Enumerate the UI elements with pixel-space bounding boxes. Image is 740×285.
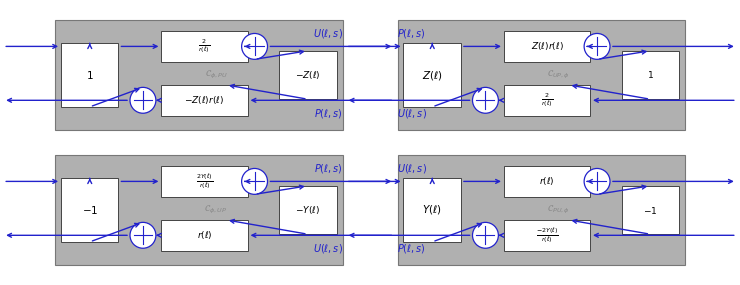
FancyBboxPatch shape xyxy=(161,220,248,251)
FancyBboxPatch shape xyxy=(279,51,337,99)
Text: $1$: $1$ xyxy=(647,70,653,80)
Text: $-Y(\ell)$: $-Y(\ell)$ xyxy=(295,204,320,216)
Text: $P(\ell, s)$: $P(\ell, s)$ xyxy=(397,27,426,40)
FancyBboxPatch shape xyxy=(55,155,343,265)
FancyBboxPatch shape xyxy=(622,51,679,99)
Text: $-1$: $-1$ xyxy=(643,205,657,215)
Text: $-1$: $-1$ xyxy=(81,204,98,216)
Text: $\frac{2}{r(\ell)}$: $\frac{2}{r(\ell)}$ xyxy=(198,37,211,55)
Text: $r(\ell)$: $r(\ell)$ xyxy=(197,229,212,241)
Text: $-Z(\ell)r(\ell)$: $-Z(\ell)r(\ell)$ xyxy=(184,94,224,106)
Text: $\mathcal{C}_{PU,\phi}$: $\mathcal{C}_{PU,\phi}$ xyxy=(547,204,570,216)
Circle shape xyxy=(242,168,267,194)
Text: $P(\ell, s)$: $P(\ell, s)$ xyxy=(314,107,343,120)
FancyBboxPatch shape xyxy=(161,166,248,197)
FancyBboxPatch shape xyxy=(161,31,248,62)
Text: $\mathcal{C}_{UP,\phi}$: $\mathcal{C}_{UP,\phi}$ xyxy=(547,69,570,81)
FancyBboxPatch shape xyxy=(61,43,118,107)
Text: $U(\ell, s)$: $U(\ell, s)$ xyxy=(313,27,343,40)
Text: $U(\ell, s)$: $U(\ell, s)$ xyxy=(313,242,343,255)
FancyBboxPatch shape xyxy=(504,31,590,62)
Circle shape xyxy=(584,33,610,59)
FancyBboxPatch shape xyxy=(504,85,590,116)
Circle shape xyxy=(584,168,610,194)
FancyBboxPatch shape xyxy=(161,85,248,116)
FancyBboxPatch shape xyxy=(279,186,337,234)
FancyBboxPatch shape xyxy=(403,178,461,242)
Text: $Z(\ell)r(\ell)$: $Z(\ell)r(\ell)$ xyxy=(531,40,563,52)
Text: $U(\ell, s)$: $U(\ell, s)$ xyxy=(397,162,427,175)
Text: $P(\ell, s)$: $P(\ell, s)$ xyxy=(314,162,343,175)
FancyBboxPatch shape xyxy=(397,155,685,265)
Text: $-Z(\ell)$: $-Z(\ell)$ xyxy=(295,69,320,81)
Text: $U(\ell, s)$: $U(\ell, s)$ xyxy=(397,107,427,120)
Circle shape xyxy=(130,87,156,113)
FancyBboxPatch shape xyxy=(622,186,679,234)
FancyBboxPatch shape xyxy=(55,20,343,130)
FancyBboxPatch shape xyxy=(397,20,685,130)
FancyBboxPatch shape xyxy=(403,43,461,107)
Text: $Y(\ell)$: $Y(\ell)$ xyxy=(423,203,442,217)
Circle shape xyxy=(473,87,498,113)
Circle shape xyxy=(473,222,498,248)
Text: $\mathcal{C}_{\phi,PU}$: $\mathcal{C}_{\phi,PU}$ xyxy=(204,69,227,81)
Text: $\frac{2Y(\ell)}{r(\ell)}$: $\frac{2Y(\ell)}{r(\ell)}$ xyxy=(196,172,213,191)
Text: $Z(\ell)$: $Z(\ell)$ xyxy=(422,68,443,82)
Text: $r(\ell)$: $r(\ell)$ xyxy=(539,175,555,188)
Circle shape xyxy=(242,33,267,59)
Text: $P(\ell, s)$: $P(\ell, s)$ xyxy=(397,242,426,255)
Text: $\frac{-2Y(\ell)}{r(\ell)}$: $\frac{-2Y(\ell)}{r(\ell)}$ xyxy=(536,226,558,245)
Circle shape xyxy=(130,222,156,248)
Text: $1$: $1$ xyxy=(86,69,93,81)
FancyBboxPatch shape xyxy=(504,166,590,197)
Text: $\mathcal{C}_{\phi,UP}$: $\mathcal{C}_{\phi,UP}$ xyxy=(204,204,227,216)
Text: $\frac{2}{r(\ell)}$: $\frac{2}{r(\ell)}$ xyxy=(541,91,553,109)
FancyBboxPatch shape xyxy=(504,220,590,251)
FancyBboxPatch shape xyxy=(61,178,118,242)
